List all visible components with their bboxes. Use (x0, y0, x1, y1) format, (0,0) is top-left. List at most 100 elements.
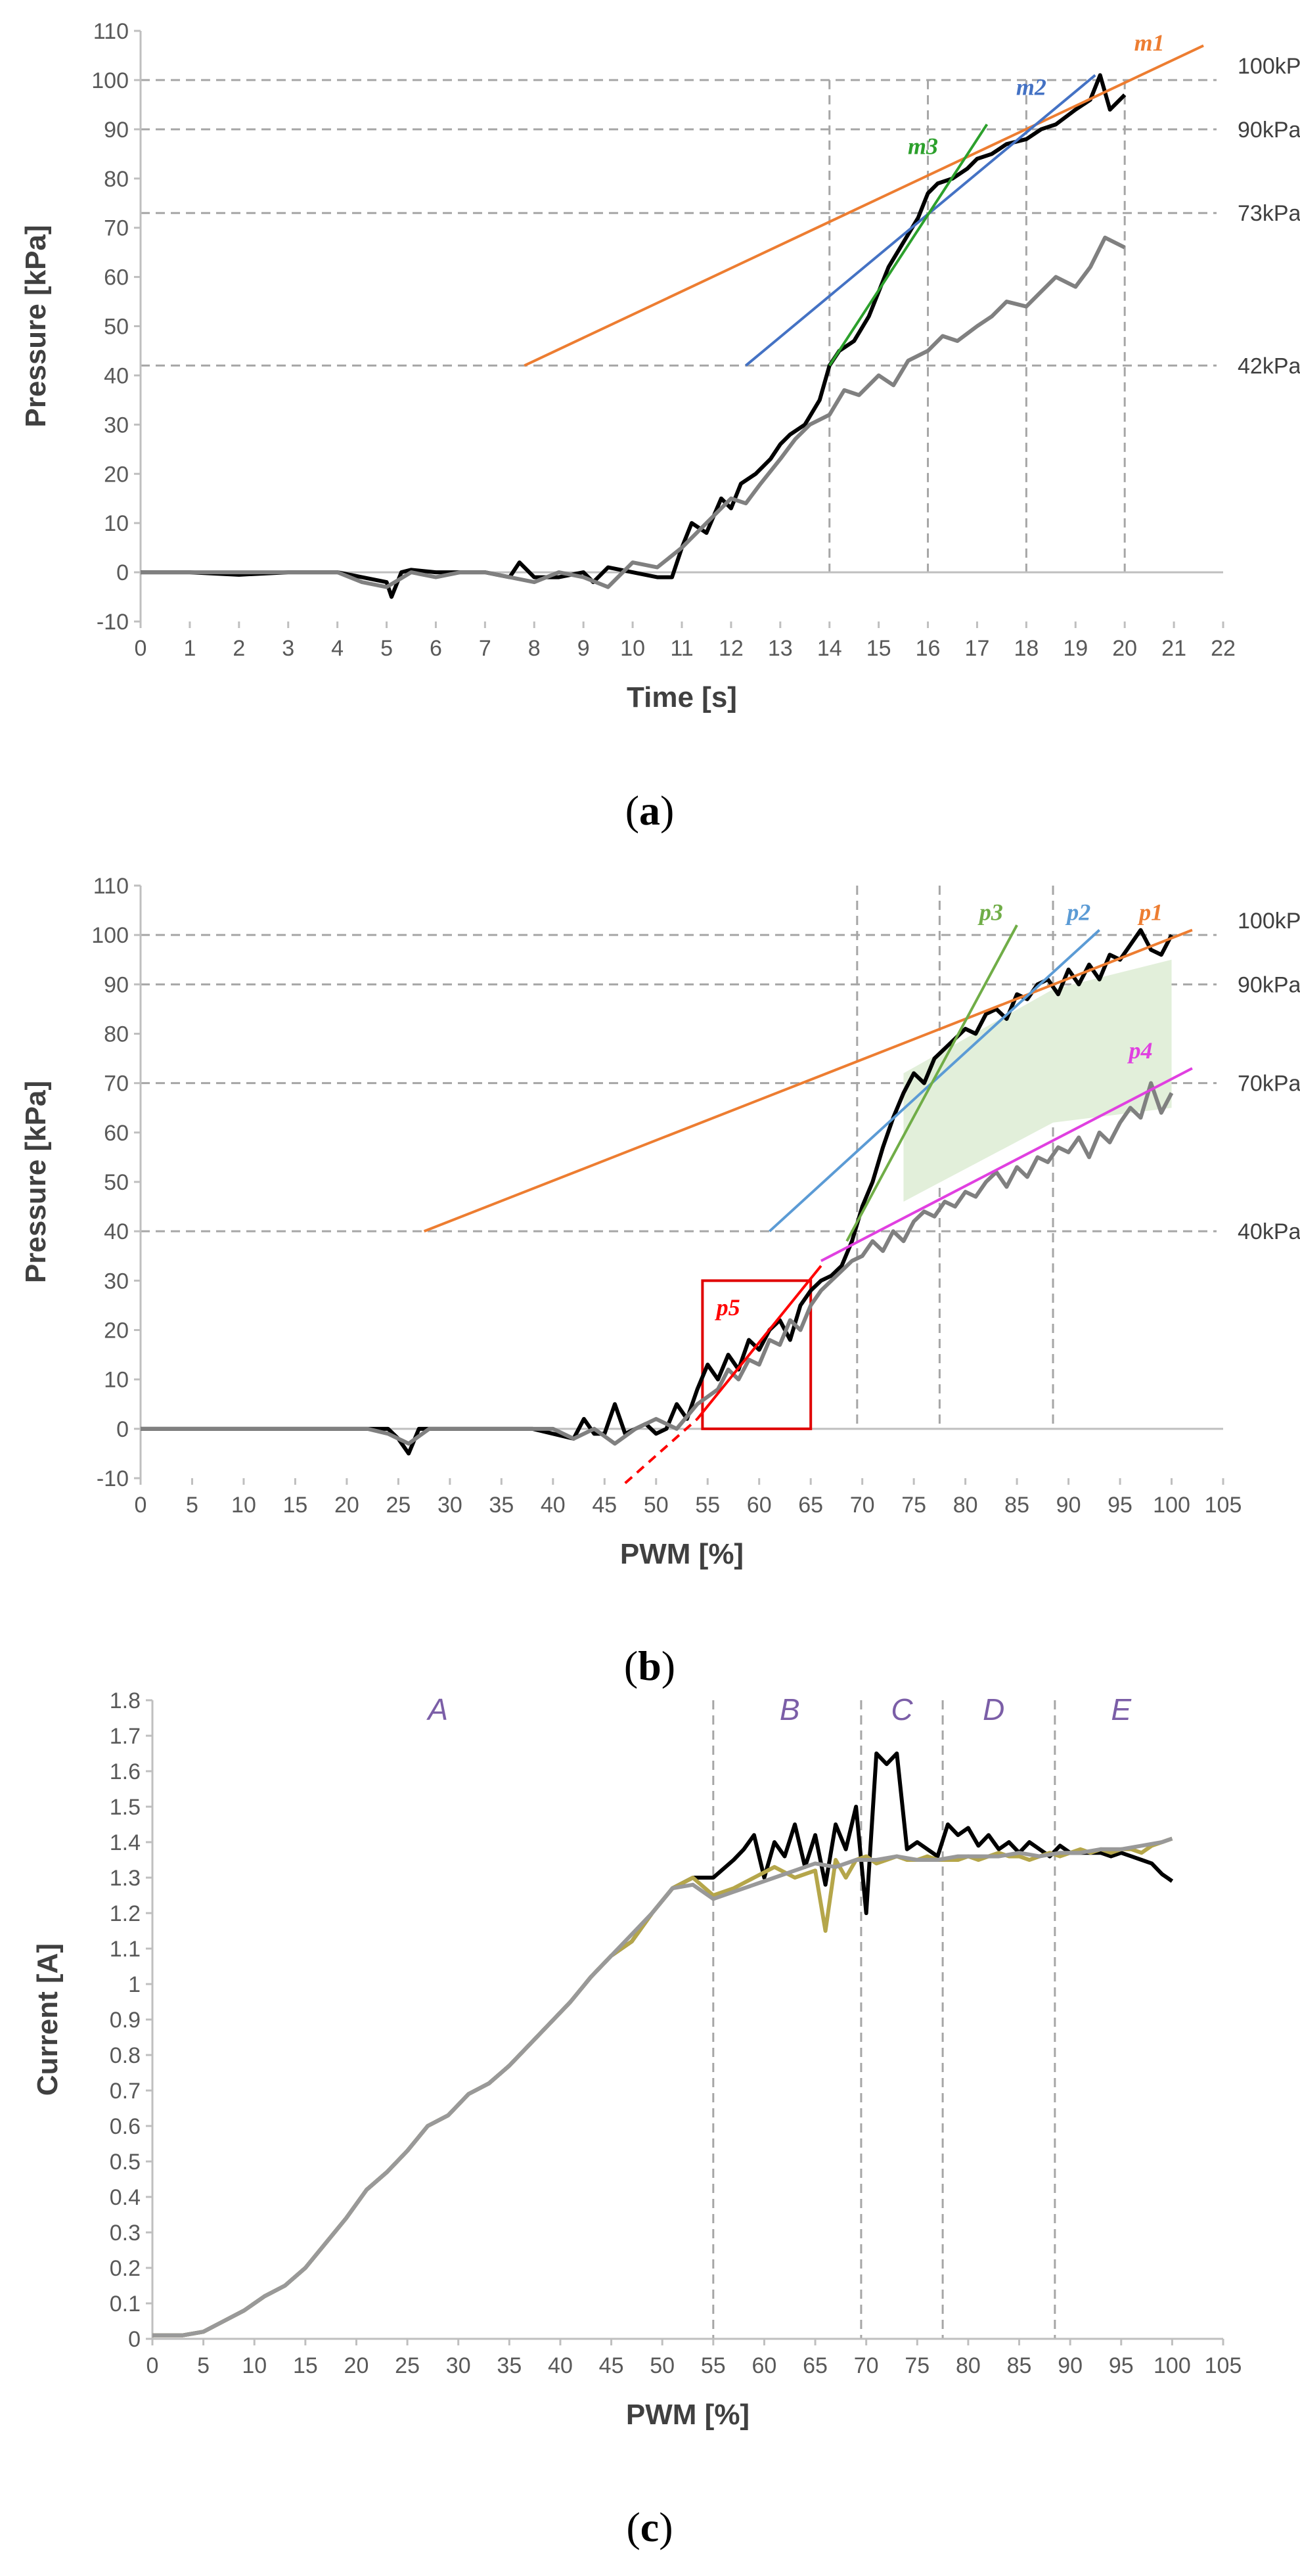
x-tick-label: 0 (135, 636, 147, 661)
y-axis-title: Pressure [kPa] (20, 1081, 52, 1283)
y-tick-label: 0.3 (110, 2221, 141, 2246)
series-black-line (141, 73, 1127, 599)
x-tick-label: 80 (956, 2353, 981, 2378)
x-tick-label: 2 (233, 636, 245, 661)
panel-caption-c: (c) (626, 2504, 673, 2550)
x-tick-label: 80 (953, 1493, 978, 1518)
series-gray-line (152, 1836, 1173, 2338)
chart-panel-a: 100kPa90kPa73kPa42kPa-100102030405060708… (20, 19, 1300, 834)
x-tick-label: 3 (282, 636, 294, 661)
x-tick-label: 20 (334, 1493, 359, 1518)
y-tick-label: 0.2 (110, 2256, 141, 2281)
x-tick-label: 5 (197, 2353, 210, 2378)
y-tick-label: 1.2 (110, 1901, 141, 1926)
x-tick-label: 90 (1058, 2353, 1083, 2378)
y-axis-title: Pressure [kPa] (20, 225, 52, 427)
fit-label-m1: m1 (1134, 30, 1165, 56)
y-tick-label: 1.8 (110, 1688, 141, 1713)
x-tick-label: 9 (577, 636, 590, 661)
x-tick-label: 65 (798, 1493, 823, 1518)
chart-panel-b: 100kPa90kPa70kPa40kPa-100102030405060708… (20, 874, 1300, 1689)
y-tick-label: 10 (104, 1368, 129, 1393)
y-tick-label: 110 (93, 874, 129, 899)
region-label-E: E (1111, 1692, 1132, 1727)
y-tick-label: 100 (91, 923, 129, 948)
y-tick-label: 1.1 (110, 1937, 141, 1962)
x-tick-label: 105 (1205, 1493, 1242, 1518)
x-tick-label: 75 (901, 1493, 926, 1518)
y-tick-label: 0 (128, 2327, 141, 2352)
fit-label-p4: p4 (1127, 1037, 1152, 1064)
y-tick-label: 40 (104, 1219, 129, 1244)
ref-hline-label-73kPa: 73kPa (1238, 201, 1300, 226)
x-tick-label: 1 (183, 636, 196, 661)
x-tick-label: 55 (701, 2353, 726, 2378)
x-tick-label: 65 (803, 2353, 828, 2378)
ref-hline-label-42kPa: 42kPa (1238, 353, 1300, 378)
x-tick-label: 100 (1153, 1493, 1190, 1518)
y-tick-label: 0.7 (110, 2079, 141, 2104)
ref-hline-label-90kPa: 90kPa (1238, 118, 1300, 143)
y-tick-label: 60 (104, 265, 129, 290)
caption-paren-open: ( (624, 1642, 638, 1689)
y-tick-label: 90 (104, 118, 129, 143)
fit-label-m3: m3 (908, 133, 938, 159)
caption-letter: a (639, 787, 660, 834)
x-tick-label: 4 (331, 636, 344, 661)
series-gray-line (141, 235, 1126, 589)
y-tick-label: 70 (104, 1072, 129, 1096)
x-tick-label: 15 (293, 2353, 318, 2378)
fit-label-p1: p1 (1137, 899, 1163, 926)
x-tick-label: 21 (1161, 636, 1186, 661)
x-axis-title: PWM [%] (626, 2399, 750, 2431)
x-tick-label: 18 (1014, 636, 1039, 661)
x-tick-label: 100 (1154, 2353, 1191, 2378)
fit-line-m2 (745, 74, 1096, 367)
x-tick-label: 105 (1205, 2353, 1242, 2378)
x-tick-label: 30 (446, 2353, 471, 2378)
region-label-A: A (426, 1692, 448, 1727)
x-tick-label: 50 (650, 2353, 675, 2378)
y-tick-label: 1.7 (110, 1724, 141, 1749)
caption-letter: b (638, 1642, 661, 1689)
panel-caption-b: (b) (624, 1642, 675, 1689)
x-tick-label: 10 (620, 636, 645, 661)
x-tick-label: 25 (386, 1493, 411, 1518)
y-tick-label: 30 (104, 413, 129, 438)
fit-label-p5: p5 (715, 1294, 740, 1321)
y-tick-label: 0.6 (110, 2114, 141, 2139)
region-label-D: D (983, 1692, 1004, 1727)
caption-paren-close: ) (661, 1642, 675, 1689)
x-tick-label: 5 (186, 1493, 198, 1518)
x-tick-label: 55 (695, 1493, 720, 1518)
y-tick-label: 100 (91, 68, 129, 93)
x-tick-label: 35 (497, 2353, 522, 2378)
y-tick-label: -10 (97, 610, 129, 635)
panel-caption-a: (a) (625, 787, 675, 834)
x-tick-label: 85 (1004, 1493, 1029, 1518)
x-tick-label: 0 (146, 2353, 159, 2378)
x-tick-label: 10 (231, 1493, 256, 1518)
y-tick-label: 1.6 (110, 1759, 141, 1784)
fit-label-p2: p2 (1065, 899, 1090, 926)
series-gray-line (141, 1081, 1174, 1446)
y-tick-label: 0.5 (110, 2150, 141, 2175)
y-tick-label: 50 (104, 315, 129, 340)
ref-hline-label-100kPa: 100kPa (1238, 54, 1300, 79)
x-tick-label: 6 (430, 636, 442, 661)
x-axis-title: PWM [%] (620, 1538, 744, 1570)
x-tick-label: 14 (817, 636, 842, 661)
ref-hline-label-70kPa: 70kPa (1238, 1072, 1300, 1096)
x-tick-label: 45 (592, 1493, 617, 1518)
x-tick-label: 90 (1056, 1493, 1081, 1518)
x-tick-label: 50 (644, 1493, 669, 1518)
y-tick-label: 90 (104, 972, 129, 997)
y-tick-label: 1.3 (110, 1866, 141, 1891)
y-tick-label: 70 (104, 216, 129, 241)
x-tick-label: 45 (599, 2353, 624, 2378)
y-tick-label: 1.5 (110, 1795, 141, 1820)
x-tick-label: 85 (1007, 2353, 1032, 2378)
series-gold-line (152, 1836, 1173, 2338)
ref-hline-label-90kPa: 90kPa (1238, 972, 1300, 997)
